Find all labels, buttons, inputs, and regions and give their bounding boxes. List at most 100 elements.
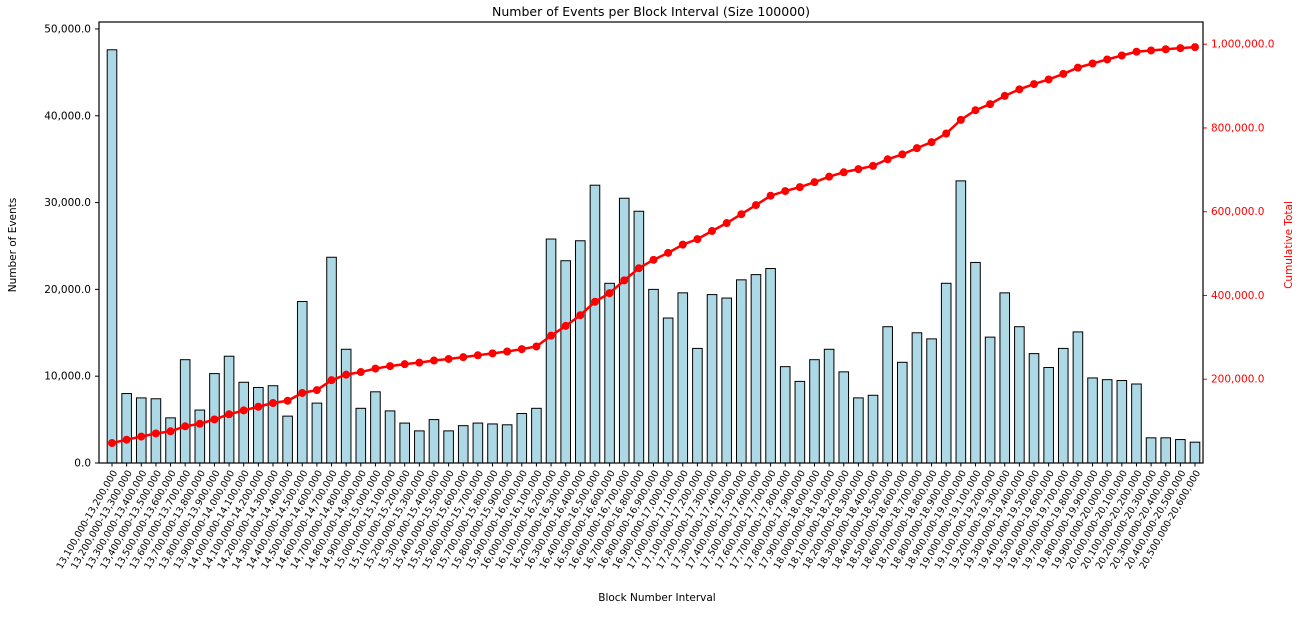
cumulative-point	[795, 183, 804, 192]
cumulative-point	[1030, 80, 1039, 89]
bar	[1189, 441, 1201, 464]
bar	[311, 402, 323, 464]
cumulative-point	[386, 362, 395, 371]
bar	[809, 359, 820, 464]
x-tick-labels-group: 13,100,000-13,200,00013,200,000-13,300,0…	[55, 468, 1204, 571]
bar	[1072, 331, 1084, 464]
bar	[121, 393, 132, 464]
bar	[560, 260, 571, 464]
bar	[326, 256, 337, 464]
cumulative-point	[429, 356, 438, 365]
bar	[867, 394, 879, 464]
cumulative-point	[166, 427, 175, 436]
y-right-tick-label: 800,000.0	[1211, 122, 1264, 134]
cumulative-point	[108, 439, 116, 448]
cumulative-point	[268, 399, 277, 408]
bar	[648, 288, 659, 464]
bar	[1131, 383, 1142, 464]
bar	[677, 292, 689, 464]
y-left-tick-label: 10,000.0	[44, 371, 91, 383]
cumulative-point	[488, 349, 497, 358]
cumulative-point	[547, 331, 556, 340]
bar	[779, 366, 791, 464]
bar	[1116, 380, 1128, 464]
bar	[750, 274, 762, 464]
bar	[501, 424, 513, 464]
bar	[545, 238, 557, 464]
cumulative-point	[1161, 45, 1170, 54]
y-left-tick-label: 50,000.0	[44, 23, 91, 35]
cumulative-point	[327, 376, 336, 385]
cumulative-point	[883, 155, 892, 164]
bar	[106, 49, 118, 464]
bar	[736, 279, 747, 464]
bar	[926, 338, 937, 464]
bar	[472, 422, 484, 464]
cumulative-point	[532, 342, 541, 351]
cumulative-point	[1059, 69, 1068, 78]
cumulative-point	[722, 219, 731, 228]
cumulative-point	[1088, 59, 1097, 68]
cumulative-point	[239, 406, 248, 415]
cumulative-point	[912, 144, 921, 153]
bar	[223, 355, 235, 464]
cumulative-point	[766, 191, 775, 200]
chart-title: Number of Events per Block Interval (Siz…	[492, 4, 810, 19]
bar	[1175, 439, 1186, 464]
cumulative-point	[473, 351, 482, 360]
bar	[1101, 379, 1113, 464]
y-right-tick-label: 600,000.0	[1211, 206, 1264, 218]
cumulative-point	[1073, 63, 1082, 72]
cumulative-point	[356, 368, 365, 377]
cumulative-point	[854, 165, 863, 174]
cumulative-point	[517, 345, 526, 354]
bar	[721, 297, 732, 464]
cumulative-point	[737, 210, 746, 219]
cumulative-point	[371, 364, 380, 373]
bar	[970, 261, 981, 464]
cumulative-point	[561, 321, 570, 330]
bar	[428, 419, 440, 464]
bar	[589, 184, 601, 464]
x-axis-label: Block Number Interval	[598, 592, 715, 604]
bar	[267, 385, 279, 464]
bar	[282, 415, 293, 464]
cumulative-point	[605, 289, 614, 298]
cumulative-point	[1103, 55, 1112, 64]
bar	[692, 347, 703, 464]
cumulative-point	[576, 311, 585, 320]
cumulative-point	[678, 240, 687, 249]
bar	[999, 292, 1011, 464]
cumulative-point	[312, 386, 321, 395]
cumulative-point	[898, 150, 907, 159]
cumulative-point	[1147, 46, 1156, 55]
bar	[575, 240, 586, 464]
bar	[340, 348, 352, 464]
cumulative-point	[122, 435, 131, 444]
bar	[897, 361, 908, 464]
bar	[662, 317, 674, 464]
cumulative-point	[400, 360, 409, 369]
cumulative-point	[1132, 47, 1141, 56]
cumulative-point	[869, 161, 878, 170]
bar	[1014, 326, 1025, 464]
y-axis-label-left: Number of Events	[7, 198, 19, 293]
cumulative-point	[664, 248, 673, 257]
cumulative-point	[839, 168, 848, 177]
bar	[1043, 367, 1054, 464]
y-right-tick-label: 400,000.0	[1211, 290, 1264, 302]
cumulative-point	[1044, 75, 1053, 84]
bar	[443, 430, 454, 464]
bar	[370, 391, 381, 464]
plot-border	[98, 21, 1204, 464]
cumulative-point	[283, 396, 292, 405]
bar	[194, 409, 206, 464]
cumulative-point	[225, 410, 234, 419]
y-axis-label-right: Cumulative Total	[1283, 201, 1295, 289]
cumulative-point	[1015, 85, 1024, 94]
bar	[165, 417, 176, 464]
cumulative-point	[956, 115, 965, 124]
bar	[633, 210, 645, 464]
bar	[1057, 347, 1069, 464]
